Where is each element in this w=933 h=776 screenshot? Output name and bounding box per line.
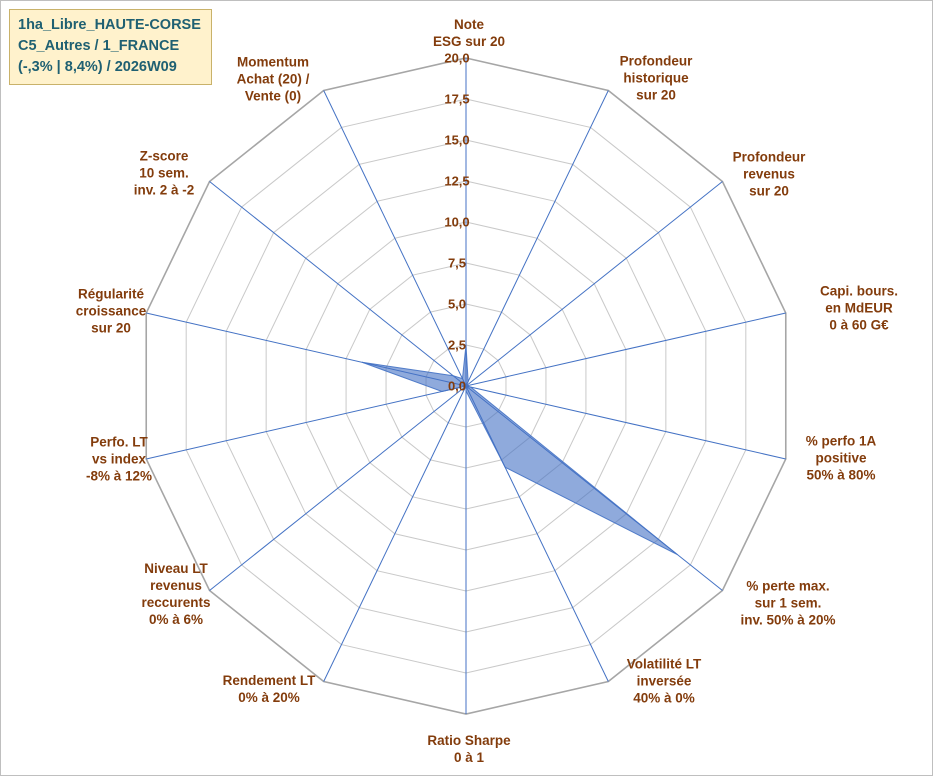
axis-label: Profondeur revenus sur 20 [732,149,806,199]
info-box: 1ha_Libre_HAUTE-CORSE C5_Autres / 1_FRAN… [9,9,212,85]
info-box-title: 1ha_Libre_HAUTE-CORSE [18,17,201,33]
radial-tick-label: 5,0 [448,297,466,312]
axis-label: Z-score 10 sem. inv. 2 à -2 [133,148,195,198]
axis-spoke [465,90,609,387]
axis-label: Note ESG sur 20 [432,17,506,49]
radial-tick-label: 0,0 [448,379,466,394]
axis-label: Ratio Sharpe 0 à 1 [427,733,511,765]
radial-tick-label: 10,0 [444,215,469,230]
axis-spoke [323,90,467,387]
info-box-stats: (-,3% | 8,4%) / 2026W09 [18,59,177,75]
axis-label: Volatilité LT inversée 40% à 0% [626,656,702,706]
axis-spoke [209,385,467,591]
radial-tick-label: 15,0 [444,133,469,148]
axis-spoke [209,181,467,387]
info-box-category: C5_Autres / 1_FRANCE [18,38,180,54]
radial-tick-label: 12,5 [444,174,469,189]
axis-label: % perte max. sur 1 sem. inv. 50% à 20% [740,578,836,628]
radial-tick-label: 20,0 [444,51,469,66]
axis-label: Capi. bours. en MdEUR 0 à 60 G€ [819,283,899,333]
axis-spoke [323,385,467,682]
axis-label: Perfo. LT vs index -8% à 12% [85,434,153,484]
axis-spoke [146,385,467,460]
axis-label: Rendement LT 0% à 20% [222,673,316,705]
axis-spoke [465,181,723,387]
axis-spoke [465,385,786,460]
radial-tick-label: 17,5 [444,92,469,107]
axis-label: Niveau LT revenus reccurents 0% à 6% [141,561,211,627]
axis-label: Régularité croissance sur 20 [75,286,147,336]
series-polygon [361,344,678,556]
axis-label: Profondeur historique sur 20 [619,53,693,103]
axis-label: % perfo 1A positive 50% à 80% [805,433,877,483]
axis-spoke [465,312,786,387]
axis-label: Momentum Achat (20) / Vente (0) [236,54,310,104]
radial-tick-label: 7,5 [448,256,466,271]
radial-tick-label: 2,5 [448,338,466,353]
